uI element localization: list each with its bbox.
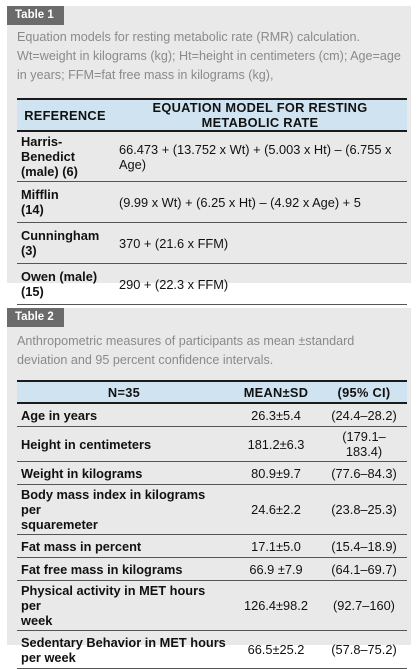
column-header-ci: (95% CI) xyxy=(321,380,407,404)
ci-cell: (77.6–84.3) xyxy=(321,461,407,485)
reference-cell: Owen (male) (15) xyxy=(17,263,113,305)
reference-citation: (15) xyxy=(21,284,44,299)
table-1-panel: Table 1 Equation models for resting meta… xyxy=(7,6,411,305)
table-row: Harris-Benedict (male) (6) 66.473 + (13.7… xyxy=(17,131,407,182)
table-row: Height in centimeters 181.2±6.3 (179.1–1… xyxy=(17,426,407,462)
measure-label-line-1: Sedentary Behavior in MET hours xyxy=(21,634,226,650)
rmr-equation-table: REFERENCE EQUATION MODEL FOR RESTING MET… xyxy=(17,98,407,305)
measure-label-line-2: squaremeter xyxy=(21,517,98,532)
ci-cell: (92.7–160) xyxy=(321,580,407,631)
reference-name: Cunningham xyxy=(21,228,100,243)
measure-label: Fat mass in percent xyxy=(17,534,231,558)
table-row: Fat free mass in kilograms 66.9 ±7.9 (64… xyxy=(17,557,407,581)
table-1-tag: Table 1 xyxy=(7,6,64,25)
table-header-row: REFERENCE EQUATION MODEL FOR RESTING MET… xyxy=(17,98,407,132)
table-row: Body mass index in kilograms per squareme… xyxy=(17,484,407,535)
table-row: Owen (male) (15) 290 + (22.3 x FFM) xyxy=(17,263,407,305)
table-row: Age in years 26.3±5.4 (24.4–28.2) xyxy=(17,403,407,427)
equation-cell: 370 + (21.6 x FFM) xyxy=(113,222,407,264)
measure-label: Physical activity in MET hours per week xyxy=(17,580,231,631)
table-2-caption: Anthropometric measures of participants … xyxy=(17,334,355,367)
reference-name: Harris-Benedict xyxy=(21,134,76,164)
table-2-tag: Table 2 xyxy=(7,308,64,327)
measure-label: Fat free mass in kilograms xyxy=(17,557,231,581)
measure-label-line-2: week xyxy=(21,613,53,628)
reference-cell: Cunningham (3) xyxy=(17,222,113,264)
measure-label: Height in centimeters xyxy=(17,426,231,462)
table-row: Mifflin (14) (9.99 x Wt) + (6.25 x Ht) – … xyxy=(17,181,407,223)
table-2-panel: Table 2 Anthropometric measures of parti… xyxy=(7,308,411,669)
mean-sd-cell: 17.1±5.0 xyxy=(231,534,321,558)
ci-cell: (23.8–25.3) xyxy=(321,484,407,535)
reference-citation: (male) (6) xyxy=(21,164,78,179)
equation-cell: (9.99 x Wt) + (6.25 x Ht) – (4.92 x Age)… xyxy=(113,181,407,223)
measure-label-line-1: Body mass index in kilograms per xyxy=(21,487,206,517)
mean-sd-cell: 66.9 ±7.9 xyxy=(231,557,321,581)
reference-cell: Mifflin (14) xyxy=(17,181,113,223)
reference-name: Owen (male) xyxy=(21,269,98,284)
ci-cell: (15.4–18.9) xyxy=(321,534,407,558)
equation-cell: 290 + (22.3 x FFM) xyxy=(113,263,407,305)
column-header-n: N=35 xyxy=(17,380,231,404)
reference-cell: Harris-Benedict (male) (6) xyxy=(17,131,113,182)
reference-name: Mifflin xyxy=(21,187,59,202)
measure-label: Weight in kilograms xyxy=(17,461,231,485)
ci-cell: (179.1–183.4) xyxy=(321,426,407,462)
table-row: Cunningham (3) 370 + (21.6 x FFM) xyxy=(17,222,407,264)
mean-sd-cell: 26.3±5.4 xyxy=(231,403,321,427)
mean-sd-cell: 24.6±2.2 xyxy=(231,484,321,535)
mean-sd-cell: 181.2±6.3 xyxy=(231,426,321,462)
column-header-equation: EQUATION MODEL FOR RESTING METABOLIC RAT… xyxy=(113,98,407,132)
anthropometric-table: N=35 MEAN±SD (95% CI) Age in years 26.3±… xyxy=(17,380,407,669)
reference-citation: (14) xyxy=(21,202,44,217)
measure-label: Body mass index in kilograms per squareme… xyxy=(17,484,231,535)
reference-citation: (3) xyxy=(21,243,37,258)
measure-label: Age in years xyxy=(17,403,231,427)
measure-label-line-1: Physical activity in MET hours per xyxy=(21,583,206,613)
ci-cell: (24.4–28.2) xyxy=(321,403,407,427)
table-row: Fat mass in percent 17.1±5.0 (15.4–18.9) xyxy=(17,534,407,558)
table-row: Physical activity in MET hours per week 1… xyxy=(17,580,407,631)
table-header-row: N=35 MEAN±SD (95% CI) xyxy=(17,380,407,404)
table-1-caption: Equation models for resting metabolic ra… xyxy=(17,30,401,82)
mean-sd-cell: 80.9±9.7 xyxy=(231,461,321,485)
mean-sd-cell: 126.4±98.2 xyxy=(231,580,321,631)
column-header-mean-sd: MEAN±SD xyxy=(231,380,321,404)
table-row: Weight in kilograms 80.9±9.7 (77.6–84.3) xyxy=(17,461,407,485)
column-header-reference: REFERENCE xyxy=(17,98,113,132)
measure-label-line-2: per week xyxy=(21,649,76,665)
equation-cell: 66.473 + (13.752 x Wt) + (5.003 x Ht) – … xyxy=(113,131,407,182)
ci-cell: (64.1–69.7) xyxy=(321,557,407,581)
